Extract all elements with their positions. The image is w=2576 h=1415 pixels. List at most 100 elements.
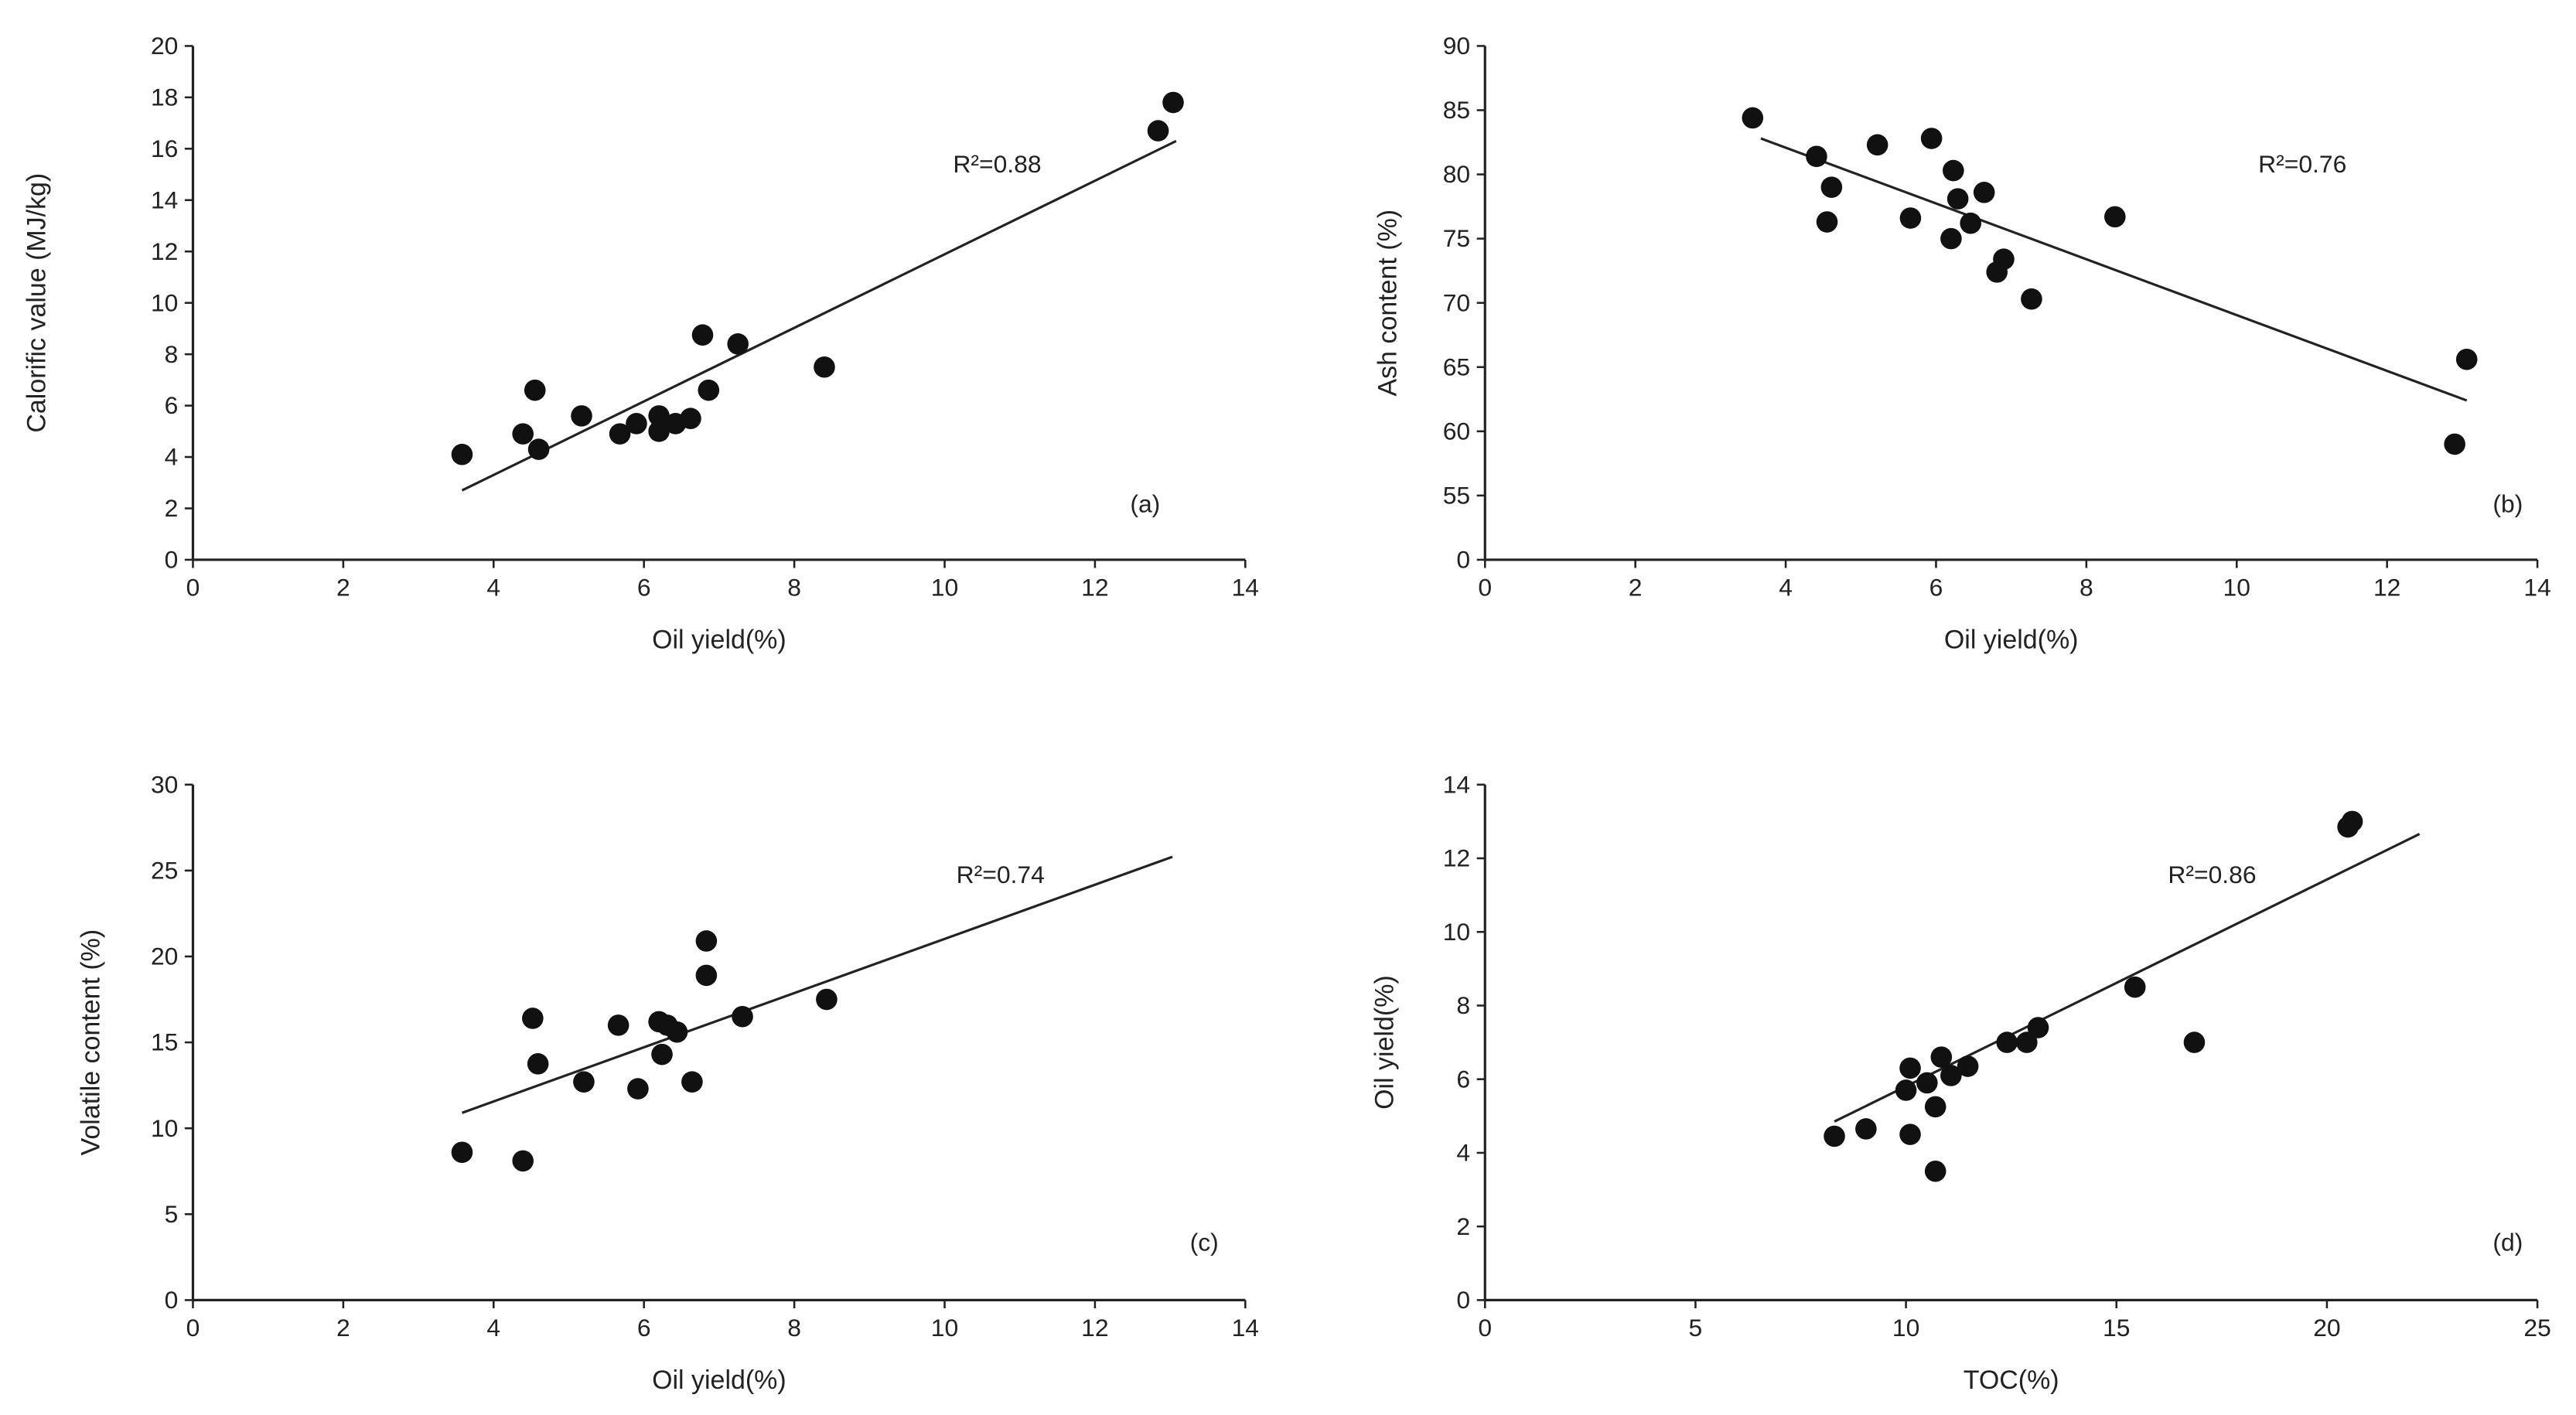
y-tick-label: 14: [151, 186, 178, 213]
y-tick-label: 8: [165, 340, 179, 368]
data-point: [524, 379, 546, 401]
data-point: [2455, 348, 2478, 370]
x-tick-label: 15: [2103, 1314, 2130, 1342]
data-point: [451, 1141, 473, 1164]
x-tick-label: 2: [336, 574, 350, 602]
data-point: [1924, 1096, 1947, 1118]
x-tick-label: 5: [1689, 1314, 1703, 1342]
data-point: [698, 379, 720, 401]
x-tick-label: 12: [2373, 574, 2400, 602]
data-point: [1947, 188, 1969, 210]
x-tick-label: 4: [486, 574, 500, 602]
x-tick-label: 6: [637, 574, 651, 602]
y-tick-label: 4: [1456, 1139, 1470, 1167]
data-point: [1899, 207, 1922, 229]
data-point: [1960, 212, 1981, 234]
x-tick-label: 20: [2313, 1314, 2340, 1342]
panel-label: (b): [2492, 489, 2523, 517]
y-tick-label: 0: [165, 546, 179, 574]
x-axis-label: Oil yield(%): [652, 1366, 786, 1395]
data-point: [1855, 1118, 1877, 1140]
data-point: [522, 1008, 544, 1029]
data-point: [651, 1043, 673, 1066]
panel-label: (d): [2492, 1229, 2523, 1256]
y-tick-label: 0: [165, 1286, 179, 1314]
data-point: [512, 1150, 534, 1172]
data-point: [1895, 1079, 1917, 1101]
data-point: [609, 423, 631, 445]
data-point: [2027, 1017, 2049, 1038]
data-point: [1899, 1123, 1921, 1145]
x-tick-label: 4: [1779, 574, 1793, 602]
x-tick-label: 4: [486, 1314, 500, 1342]
data-point: [727, 333, 749, 355]
y-axis-label: Ash content (%): [1373, 210, 1403, 397]
chart-panel-b: 0 2 4 6 8 10 12 14 0 55 60 65 70 75 80 85 90 Oil yield(%)…: [1373, 32, 2551, 655]
data-point: [816, 988, 838, 1011]
x-tick-label: 6: [1929, 574, 1943, 602]
data-point: [1973, 182, 1995, 203]
x-tick-label: 8: [787, 574, 801, 602]
y-tick-label: 20: [151, 32, 178, 60]
x-tick-label: 0: [1478, 574, 1492, 602]
y-tick-label: 2: [165, 494, 179, 522]
data-point: [648, 405, 670, 427]
x-tick-label: 10: [931, 574, 958, 602]
x-tick-label: 14: [1232, 574, 1259, 602]
x-tick-label: 14: [1232, 1314, 1259, 1342]
y-tick-label: 80: [1443, 160, 1470, 188]
x-tick-label: 0: [1478, 1314, 1492, 1342]
data-point: [1930, 1046, 1953, 1068]
data-point: [1940, 227, 1962, 250]
data-point: [1816, 211, 1838, 233]
x-tick-label: 10: [931, 1314, 958, 1342]
data-point: [691, 324, 714, 346]
y-tick-label: 12: [151, 237, 178, 265]
y-tick-label: 10: [1443, 918, 1470, 946]
data-point: [607, 1014, 629, 1036]
data-point: [2183, 1031, 2206, 1053]
y-tick-label: 30: [151, 770, 178, 798]
y-tick-label: 90: [1443, 32, 1470, 60]
data-point: [814, 356, 835, 378]
data-point: [1940, 1065, 1962, 1086]
data-point: [626, 413, 647, 435]
y-tick-label: 16: [151, 135, 178, 162]
y-tick-label: 0: [1456, 546, 1470, 574]
data-point: [2444, 433, 2465, 455]
data-point: [1899, 1057, 1921, 1079]
data-point: [1806, 145, 1827, 168]
y-tick-label: 6: [1456, 1065, 1470, 1093]
y-tick-label: 8: [1456, 991, 1470, 1019]
data-point: [2104, 206, 2126, 228]
y-tick-label: 5: [165, 1200, 179, 1228]
y-tick-label: 75: [1443, 224, 1470, 252]
data-point: [1924, 1160, 1947, 1182]
trend-line: [461, 139, 1177, 492]
data-point: [732, 1005, 753, 1028]
data-point: [680, 407, 701, 429]
data-point: [695, 930, 718, 952]
x-tick-label: 10: [2223, 574, 2250, 602]
chart-panel-d: 0 5 10 15 20 25 0 2 4 6 8 10 12 14 TOC(%) Oil yield(%) R…: [1370, 770, 2550, 1395]
x-tick-label: 12: [1081, 1314, 1108, 1342]
x-tick-label: 14: [2523, 574, 2550, 602]
r-squared-annotation: R²=0.74: [957, 861, 1045, 888]
y-tick-label: 20: [151, 943, 178, 970]
data-point: [451, 443, 473, 465]
y-tick-label: 12: [1443, 844, 1470, 872]
data-point: [1916, 1072, 1938, 1094]
y-tick-label: 2: [1456, 1212, 1470, 1240]
y-axis-label: Volatile content (%): [76, 929, 105, 1156]
r-squared-annotation: R²=0.76: [2258, 150, 2346, 178]
x-tick-label: 25: [2523, 1314, 2550, 1342]
y-tick-label: 70: [1443, 288, 1470, 316]
r-squared-annotation: R²=0.88: [953, 150, 1041, 178]
data-point: [1996, 1031, 2018, 1053]
data-point: [2016, 1031, 2038, 1053]
y-axis-label: Oil yield(%): [1370, 975, 1399, 1110]
trend-line: [1760, 137, 2468, 402]
y-tick-label: 10: [151, 1114, 178, 1142]
y-tick-label: 60: [1443, 417, 1470, 445]
